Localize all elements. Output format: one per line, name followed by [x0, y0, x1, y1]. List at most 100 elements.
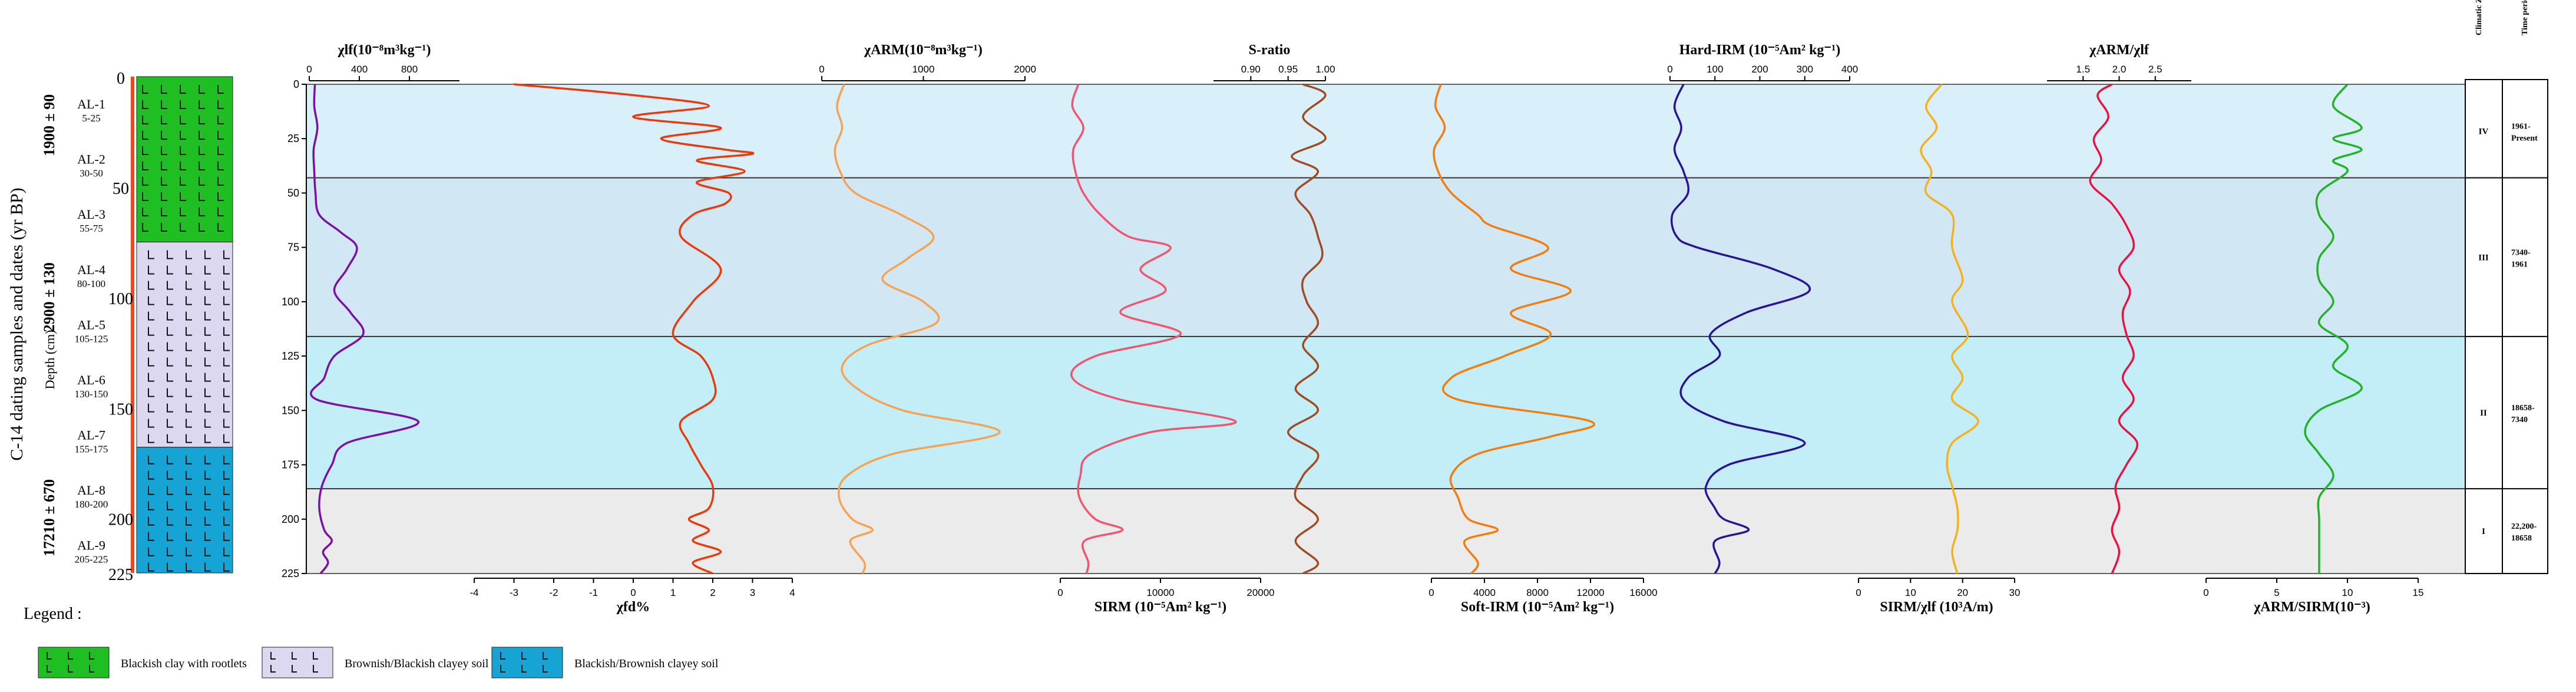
- series-line-χfd%: [514, 83, 755, 575]
- period-label-part: Present: [2511, 134, 2538, 143]
- axis-tick-label: 30: [2009, 587, 2021, 598]
- legend-pattern-mark: [313, 652, 318, 660]
- climatic-zones-table: Climatic Zones Time period IV 1961- Presen…: [2465, 0, 2548, 574]
- depth-column-tick: 150: [108, 400, 133, 419]
- axis-title: χfd%: [616, 599, 650, 615]
- lithology-pattern-mark: [161, 85, 167, 94]
- legend-pattern-mark: [47, 652, 52, 660]
- depth-column-tick: 225: [108, 566, 133, 584]
- period-label-part: 18658: [2511, 534, 2532, 543]
- lithology-pattern-mark: [223, 265, 230, 275]
- lithology-pattern-mark: [217, 85, 224, 94]
- legend-pattern-mark: [68, 652, 73, 660]
- lithology-pattern-mark: [204, 532, 211, 541]
- legend-pattern-mark: [270, 652, 276, 660]
- lithology-pattern-mark: [199, 100, 205, 109]
- legend-pattern-mark: [521, 652, 527, 660]
- zone-band: [306, 177, 2465, 337]
- zone-band: [306, 489, 2465, 574]
- series-track-SIRM/χlf: 0 10 20 30 SIRM/χlf (10³A/m): [1856, 83, 2021, 615]
- lithology-pattern-mark: [204, 281, 211, 290]
- axis-title: Hard-IRM (10⁻⁵Am² kg⁻¹): [1679, 42, 1841, 58]
- legend-label: Blackish/Brownish clayey soil: [574, 657, 719, 670]
- column-depth-label: Depth (cm): [42, 330, 57, 390]
- lithology-pattern-mark: [167, 562, 173, 572]
- lithology-pattern-mark: [204, 486, 211, 495]
- lithology-pattern-mark: [186, 357, 192, 367]
- lithology-pattern-mark: [186, 501, 192, 510]
- lithology-pattern-mark: [180, 192, 186, 201]
- series-line-χARM: [834, 84, 1001, 574]
- lithology-pattern-mark: [217, 131, 224, 140]
- lithology-pattern-mark: [223, 357, 230, 367]
- sample-id: AL-8: [77, 483, 105, 497]
- lithology-pattern-mark: [223, 532, 230, 541]
- lithology-pattern-mark: [223, 501, 230, 510]
- legend: Legend : Blackish clay with rootlets Brow…: [24, 605, 719, 678]
- axis-tick-label: 800: [401, 64, 418, 75]
- lithology-pattern-mark: [167, 403, 173, 413]
- lithology-pattern-mark: [223, 281, 230, 290]
- axis-title: χARM/SIRM(10⁻³): [2253, 599, 2370, 615]
- sample-id: AL-1: [77, 97, 105, 111]
- lithology-pattern-mark: [148, 434, 154, 443]
- axis-tick-label: 0: [630, 587, 636, 598]
- lithology-pattern-mark: [167, 357, 173, 367]
- sample-range: 205-225: [75, 554, 108, 565]
- lithology-pattern-mark: [217, 223, 224, 232]
- lithology-pattern-mark: [180, 100, 186, 109]
- period-header: Time period: [2521, 0, 2529, 35]
- lithology-pattern-mark: [186, 327, 192, 336]
- axis-tick-label: 0: [1057, 587, 1063, 598]
- legend-label: Brownish/Blackish clayey soil: [345, 657, 489, 670]
- lithology-pattern-mark: [148, 562, 154, 572]
- lithology-pattern-mark: [199, 177, 205, 186]
- lithology-pattern-mark: [148, 516, 154, 526]
- zones-table-frame: [2465, 79, 2548, 574]
- lithology-pattern-mark: [148, 403, 154, 413]
- lithology-pattern-mark: [186, 455, 192, 464]
- axis-tick-label: 8000: [1526, 587, 1549, 598]
- lithology-pattern-mark: [204, 516, 211, 526]
- series-line-SIRM: [1070, 84, 1237, 574]
- legend-label: Blackish clay with rootlets: [121, 657, 247, 670]
- axis-tick-label: -1: [589, 587, 598, 598]
- sample-id: AL-9: [77, 538, 105, 553]
- lithology-pattern-mark: [204, 250, 211, 259]
- column-title: C-14 dating samples and dates (yr BP): [7, 187, 27, 460]
- lithology-pattern-mark: [204, 403, 211, 413]
- axis-tick-label: 3: [750, 587, 755, 598]
- lithology-pattern-mark: [148, 296, 154, 305]
- legend-swatch: [38, 647, 110, 678]
- depth-column-tick: 50: [113, 180, 129, 198]
- lithology-unit: [136, 242, 233, 448]
- period-label-part: 7340: [2511, 416, 2528, 424]
- lithology-pattern-mark: [167, 265, 173, 275]
- lithology-pattern-mark: [217, 177, 224, 186]
- lithology-pattern-mark: [204, 419, 211, 428]
- lithology-pattern-mark: [186, 403, 192, 413]
- series-line-Hard-IRM: [1670, 84, 1811, 574]
- lithology-pattern-mark: [167, 516, 173, 526]
- axis-tick-label: 200: [1751, 64, 1768, 75]
- lithology-pattern-mark: [167, 419, 173, 428]
- lithology-pattern-mark: [167, 486, 173, 495]
- series-line-χARM/SIRM: [2304, 83, 2363, 574]
- sample-id: AL-5: [77, 317, 105, 332]
- lithology-pattern-mark: [186, 486, 192, 495]
- lithology-pattern-mark: [148, 357, 154, 367]
- depth-column-tick: 200: [108, 510, 133, 529]
- lithology-pattern-mark: [148, 501, 154, 510]
- axis-tick-label: 2000: [1014, 64, 1036, 75]
- lithology-pattern-mark: [167, 373, 173, 382]
- lithology-pattern-mark: [223, 327, 230, 336]
- axis-tick-label: 5: [2274, 587, 2279, 598]
- lithology-pattern-mark: [180, 162, 186, 170]
- axis-tick-label: 4000: [1473, 587, 1496, 598]
- lithology-pattern-mark: [148, 342, 154, 351]
- series-line-Soft-IRM: [1433, 84, 1596, 575]
- lithology-unit: [136, 76, 233, 243]
- lithology-pattern-mark: [167, 281, 173, 290]
- series-track-χARM/χlf: 1.5 2.0 2.5 χARM/χlf: [2047, 42, 2191, 574]
- axis-tick-label: 16000: [1629, 587, 1657, 598]
